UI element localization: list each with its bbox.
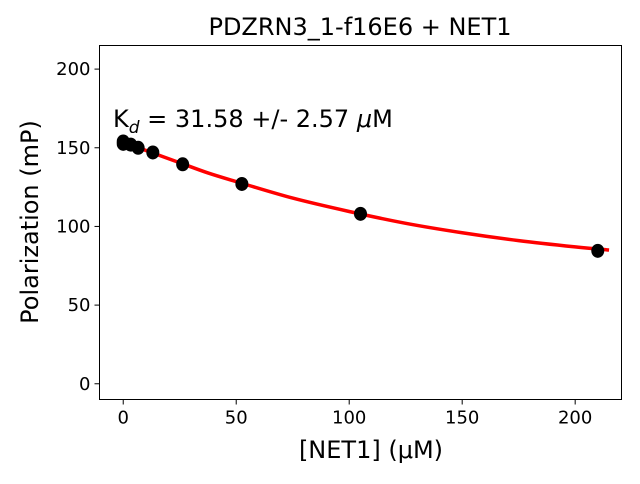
- data-point: [591, 243, 605, 258]
- data-point: [176, 157, 190, 172]
- y-axis-label: Polarization (mP): [16, 120, 44, 324]
- y-tick-label: 0: [79, 374, 90, 395]
- x-tick-label: 50: [225, 408, 248, 429]
- y-tick-label: 100: [56, 216, 90, 237]
- y-tick-label: 150: [56, 138, 90, 159]
- data-point: [235, 176, 249, 191]
- data-point: [131, 140, 145, 155]
- x-tick-label: 200: [558, 408, 592, 429]
- x-axis-label: [NET1] (μM): [299, 436, 443, 464]
- y-tick-label: 50: [68, 295, 91, 316]
- x-tick-label: 150: [445, 408, 479, 429]
- y-tick-label: 200: [56, 59, 90, 80]
- chart-title: PDZRN3_1-f16E6 + NET1: [208, 13, 511, 41]
- kd-annotation: Kd = 31.58 +/- 2.57 μM: [113, 105, 393, 138]
- fit-curve: [122, 140, 610, 252]
- x-tick-label: 0: [118, 408, 129, 429]
- data-point: [354, 206, 367, 221]
- data-point: [146, 145, 160, 160]
- plot-area: [99, 45, 622, 400]
- x-tick-label: 100: [332, 408, 366, 429]
